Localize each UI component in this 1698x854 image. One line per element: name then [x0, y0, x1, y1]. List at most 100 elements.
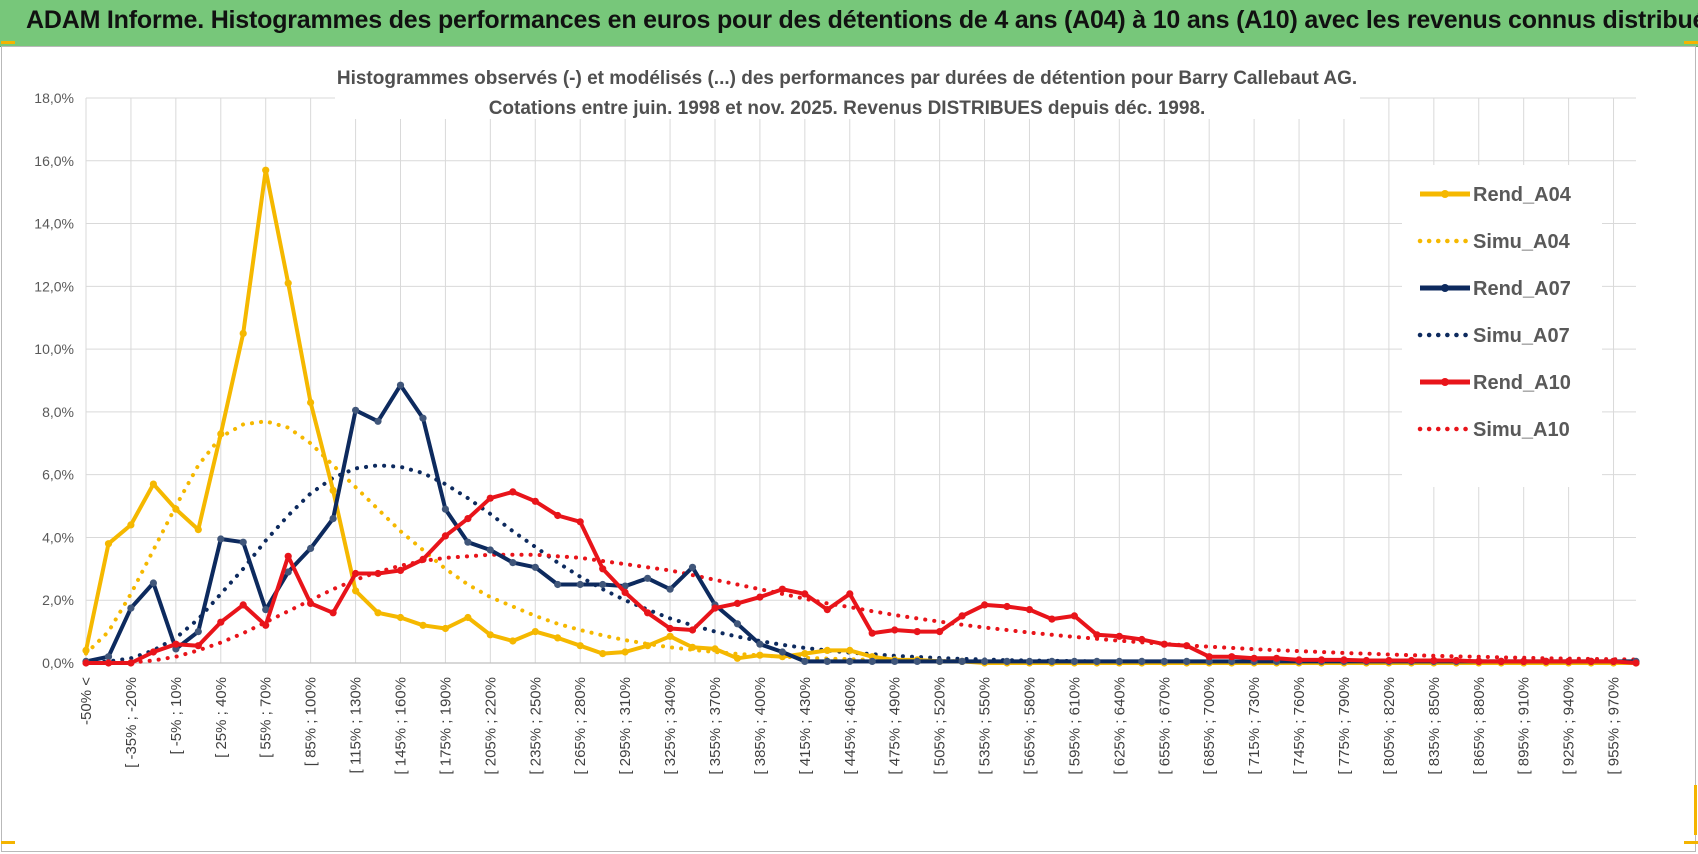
- data-point-rend-a10: [1632, 659, 1640, 667]
- y-tick-label: 18,0%: [34, 90, 74, 106]
- chart-title-box: Histogrammes observés (-) et modélisés (…: [335, 59, 1360, 119]
- data-point-rend-a10: [352, 569, 360, 578]
- grid-lines: [85, 97, 1636, 664]
- data-point-rend-a10: [621, 588, 629, 597]
- data-point-rend-a10: [1452, 656, 1460, 665]
- data-point-rend-a04: [419, 621, 427, 629]
- y-tick-label: 6,0%: [42, 467, 74, 483]
- data-point-rend-a04: [621, 648, 629, 656]
- data-point-rend-a10: [194, 642, 202, 650]
- data-point-rend-a07: [644, 574, 652, 582]
- data-point-rend-a10: [1025, 606, 1034, 614]
- data-point-rend-a10: [1295, 656, 1303, 664]
- legend: Rend_A04 Simu_A04 Rend_A07 Simu_A07 Rend_A10…: [1402, 165, 1602, 487]
- legend-marker: [1441, 378, 1449, 386]
- data-point-rend-a10: [1385, 656, 1393, 665]
- data-point-rend-a10: [1228, 653, 1236, 661]
- series-lines: [82, 166, 1640, 667]
- legend-item: Rend_A04: [1420, 184, 1572, 206]
- data-point-rend-a07: [913, 657, 921, 666]
- data-point-rend-a10: [1407, 656, 1415, 665]
- x-tick-label: [ 325% ; 340%: [662, 677, 679, 775]
- x-tick-label: [ 175% ; 190%: [437, 677, 454, 775]
- data-point-rend-a04: [576, 642, 584, 650]
- data-point-rend-a07: [239, 538, 247, 546]
- data-point-rend-a10: [936, 628, 944, 636]
- legend-background: [1402, 165, 1602, 487]
- data-point-rend-a10: [733, 599, 742, 608]
- data-point-rend-a04: [509, 637, 517, 645]
- x-tick-label: [ 55% ; 70%: [258, 677, 275, 758]
- x-tick-label: -50% <: [78, 677, 95, 725]
- x-tick-label: [ 655% ; 670%: [1156, 677, 1173, 775]
- x-tick-label: [ 595% ; 610%: [1066, 677, 1083, 775]
- data-point-rend-a04: [441, 624, 449, 633]
- data-point-rend-a10: [958, 612, 966, 620]
- data-point-rend-a04: [352, 587, 360, 595]
- data-point-rend-a10: [1003, 602, 1011, 611]
- x-tick-label: [ 925% ; 940%: [1561, 677, 1578, 775]
- data-point-rend-a07: [801, 657, 809, 666]
- data-point-rend-a04: [284, 279, 292, 287]
- data-point-rend-a10: [1362, 656, 1370, 665]
- x-tick-label: [ 415% ; 430%: [797, 677, 814, 775]
- data-point-rend-a07: [958, 657, 966, 666]
- y-tick-label: 14,0%: [34, 216, 74, 232]
- x-tick-label: [ -5% ; 10%: [168, 677, 185, 755]
- data-point-rend-a10: [1340, 656, 1348, 664]
- data-point-rend-a10: [1430, 656, 1438, 665]
- data-point-rend-a04: [711, 645, 719, 653]
- data-point-rend-a10: [981, 601, 989, 609]
- data-point-rend-a07: [486, 546, 494, 554]
- x-tick-label: [ 955% ; 970%: [1606, 677, 1623, 775]
- data-point-rend-a10: [1609, 657, 1618, 666]
- data-point-rend-a10: [576, 518, 584, 526]
- legend-label: Rend_A07: [1473, 278, 1571, 300]
- x-tick-label: [ 895% ; 910%: [1516, 677, 1533, 775]
- data-point-rend-a07: [1048, 657, 1056, 666]
- performance-histogram-chart: 0,0% 2,0% 4,0% 6,0% 8,0% 10,0% 12,0% 14,0% 16,0%…: [34, 59, 1640, 775]
- data-point-rend-a10: [329, 609, 337, 617]
- data-point-rend-a07: [352, 406, 360, 414]
- series-rend-a10: [82, 488, 1640, 667]
- data-point-rend-a07: [329, 515, 337, 523]
- data-point-rend-a10: [778, 585, 787, 593]
- data-point-rend-a07: [1160, 657, 1168, 666]
- data-point-rend-a10: [239, 601, 247, 609]
- report-title: ADAM Informe. Histogrammes des performan…: [26, 6, 1698, 34]
- data-point-rend-a10: [307, 599, 315, 608]
- x-tick-label: [ 445% ; 460%: [842, 677, 859, 775]
- data-point-rend-a10: [1250, 654, 1258, 662]
- data-point-rend-a04: [374, 609, 382, 617]
- data-point-rend-a10: [1205, 653, 1213, 661]
- legend-marker: [1441, 190, 1449, 198]
- data-point-rend-a07: [284, 568, 292, 576]
- data-point-rend-a07: [104, 653, 113, 661]
- data-point-rend-a07: [846, 657, 854, 666]
- series-simu-a10: [84, 552, 1638, 665]
- x-tick-label: [ -35% ; -20%: [123, 677, 140, 768]
- data-point-rend-a07: [981, 657, 989, 666]
- legend-label: Simu_A04: [1473, 231, 1571, 253]
- data-point-rend-a10: [913, 628, 921, 636]
- x-tick-label: [ 835% ; 850%: [1426, 677, 1443, 775]
- data-point-rend-a07: [868, 657, 876, 666]
- data-point-rend-a04: [666, 632, 674, 640]
- data-point-rend-a07: [127, 604, 135, 612]
- data-point-rend-a10: [104, 659, 113, 667]
- data-point-rend-a04: [329, 486, 337, 494]
- legend-label: Rend_A04: [1473, 184, 1572, 206]
- data-point-rend-a07: [778, 648, 787, 656]
- data-point-rend-a07: [1025, 657, 1034, 666]
- x-tick-label: [ 385% ; 400%: [752, 677, 769, 775]
- x-tick-label: [ 715% ; 730%: [1246, 677, 1263, 775]
- x-tick-label: [ 535% ; 550%: [977, 677, 994, 775]
- data-point-rend-a04: [486, 631, 494, 639]
- x-tick-label: [ 865% ; 880%: [1471, 677, 1488, 775]
- x-tick-label: [ 205% ; 220%: [482, 677, 499, 775]
- data-point-rend-a07: [374, 417, 382, 425]
- data-point-rend-a04: [127, 521, 135, 529]
- data-point-rend-a10: [1115, 632, 1123, 640]
- data-point-rend-a04: [239, 329, 247, 337]
- x-tick-label: [ 295% ; 310%: [617, 677, 634, 775]
